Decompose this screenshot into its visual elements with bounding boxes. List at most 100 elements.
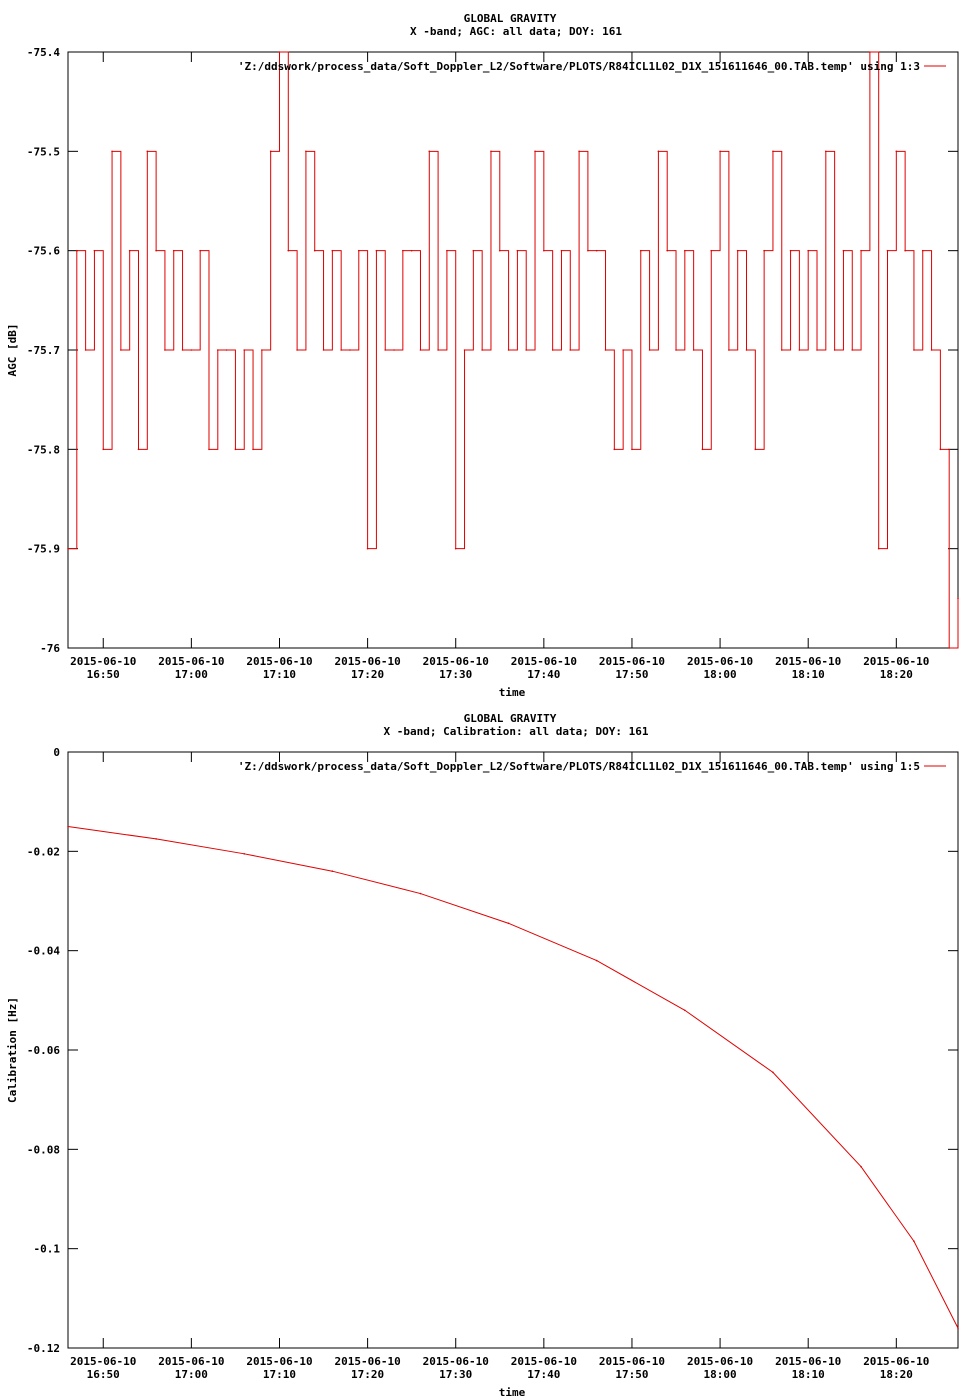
data-point [402,249,404,252]
x-tick-label-time: 18:10 [792,668,825,681]
x-tick-label-date: 2015-06-10 [863,655,929,668]
data-point [155,838,157,840]
data-point [772,150,774,153]
data-point [454,547,457,550]
x-tick-label-date: 2015-06-10 [158,1355,224,1368]
data-point [252,448,254,451]
y-tick-label: -0.04 [27,945,60,958]
y-tick-label: -0.12 [27,1342,60,1355]
data-point [243,349,246,351]
data-point [728,349,730,351]
x-tick-label-date: 2015-06-10 [334,655,400,668]
data-point [957,597,959,600]
data-point [261,349,263,351]
data-point [692,349,695,351]
data-point [181,349,184,351]
data-point [763,249,765,252]
data-point [76,249,78,252]
data-point [93,249,96,252]
x-tick-label-date: 2015-06-10 [423,1355,489,1368]
data-point [604,349,607,351]
data-point [851,349,854,351]
data-point [657,150,660,153]
series-line [68,51,959,649]
data-point [190,349,193,351]
data-point [172,249,175,252]
data-point [419,349,422,351]
data-point [498,249,501,252]
x-tick-label-time: 16:50 [87,668,120,681]
data-point [419,892,422,895]
x-tick-label-time: 18:10 [792,1368,825,1381]
x-tick-label-date: 2015-06-10 [158,655,224,668]
data-point [472,249,475,252]
data-point [684,1009,686,1012]
data-point [798,349,801,351]
data-point [490,150,492,153]
data-point [754,448,757,451]
data-point [516,249,519,252]
data-point [146,150,149,153]
chart-subtitle: X -band; Calibration: all data; DOY: 161 [384,725,649,738]
x-tick-label-date: 2015-06-10 [775,1355,841,1368]
y-tick-label: -0.08 [27,1143,60,1156]
data-point [410,249,413,252]
data-point [128,249,131,252]
data-point [842,249,845,252]
x-tick-label-time: 17:10 [263,1368,296,1381]
x-tick-label-time: 17:30 [439,1368,472,1381]
data-point [331,249,334,252]
chart-subtitle: X -band; AGC: all data; DOY: 161 [410,25,622,38]
data-point [930,349,933,351]
data-point [595,959,598,962]
x-tick-label-date: 2015-06-10 [70,1355,136,1368]
x-tick-label-time: 18:20 [880,668,913,681]
data-point [269,150,272,153]
x-tick-label-date: 2015-06-10 [70,655,136,668]
data-point [684,249,686,252]
x-tick-label-date: 2015-06-10 [687,1355,753,1368]
x-tick-label-time: 17:50 [615,1368,648,1381]
data-point [67,825,69,828]
data-point [305,150,307,153]
y-tick-label: -75.7 [27,344,60,357]
data-point [948,647,950,649]
x-tick-label-date: 2015-06-10 [687,655,753,668]
data-point [569,349,572,351]
data-point [745,349,748,351]
x-tick-label-date: 2015-06-10 [246,655,312,668]
x-tick-label-date: 2015-06-10 [775,655,841,668]
series-line [67,826,959,1329]
data-point [463,349,466,351]
data-point [772,1071,774,1074]
data-point [869,51,871,53]
x-tick-label-time: 17:40 [527,1368,560,1381]
data-point [913,1240,915,1243]
chart-title: GLOBAL GRAVITY [464,12,557,25]
data-point [67,547,69,550]
x-tick-label-time: 17:30 [439,668,472,681]
data-point [208,448,210,451]
data-point [428,150,431,153]
x-tick-label-time: 18:00 [704,1368,737,1381]
y-axis-label: Calibration [Hz] [6,997,19,1103]
data-point [719,150,721,153]
chart-title: GLOBAL GRAVITY [464,712,557,725]
data-point [895,150,898,153]
data-point [111,150,113,153]
data-point [877,547,880,550]
y-tick-label: -75.4 [27,46,60,59]
y-tick-label: -75.8 [27,443,60,456]
y-tick-label: -0.1 [34,1243,61,1256]
data-point [807,249,809,252]
legend-label: 'Z:/ddswork/process_data/Soft_Doppler_L2… [238,60,920,73]
x-tick-label-time: 18:20 [880,1368,913,1381]
x-axis-label: time [499,1386,526,1399]
x-tick-label-time: 17:00 [175,1368,208,1381]
data-point [507,922,510,925]
data-point [622,349,624,351]
data-point [833,349,836,351]
data-point [199,249,201,252]
data-point [225,349,228,351]
data-point [278,51,281,53]
